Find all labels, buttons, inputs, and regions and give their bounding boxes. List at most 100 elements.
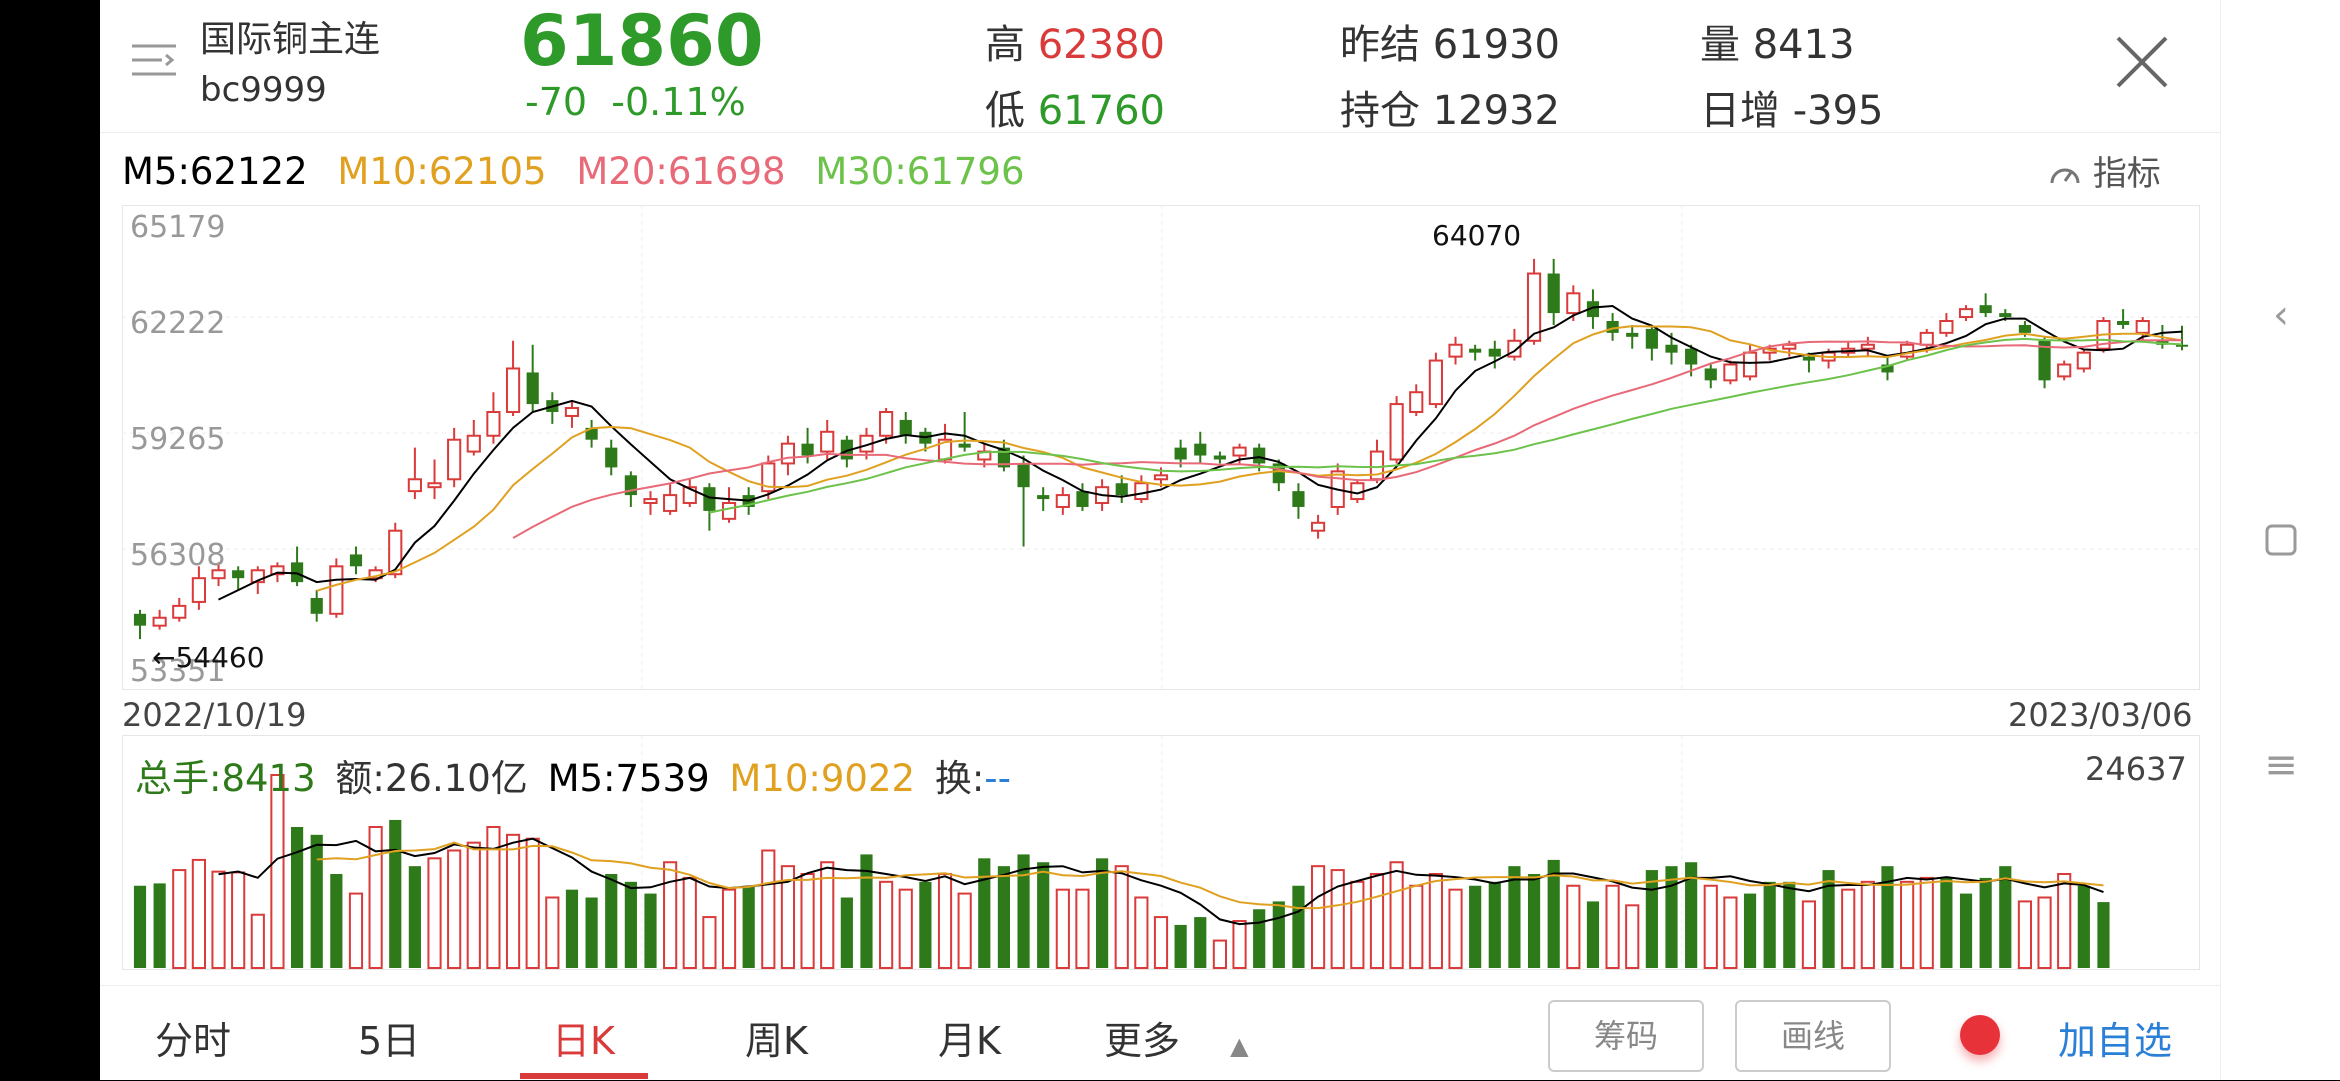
tab-monthly-k[interactable]: 月K xyxy=(938,1019,1001,1063)
high-label: 高 xyxy=(985,22,1025,68)
candle-body-down xyxy=(1626,332,1639,337)
volume-bar-up xyxy=(505,833,521,969)
candle-body-down xyxy=(605,447,618,468)
y-tick-label: 53351 xyxy=(130,654,225,689)
y-tick-label: 65179 xyxy=(130,210,225,245)
volume-bar-down xyxy=(1469,885,1482,968)
candle-body-up xyxy=(1723,363,1738,382)
candle-body-up xyxy=(1448,343,1463,358)
volume-bar-down xyxy=(310,834,323,968)
indicator-button[interactable]: 指标 xyxy=(2048,146,2161,195)
volume-bar-down xyxy=(1174,924,1187,968)
tab-more[interactable]: 更多 ▲ xyxy=(1104,1010,1249,1065)
candle-body-up xyxy=(1409,391,1424,414)
volume-bar-up xyxy=(702,916,717,970)
candle-body-up xyxy=(1153,474,1169,481)
volume-bar-up xyxy=(486,825,501,969)
candle-body-up xyxy=(486,411,501,437)
volume-bar-up xyxy=(1055,888,1070,969)
y-tick-label: 62222 xyxy=(130,306,225,341)
volume-bar-down xyxy=(1881,866,1894,968)
candle-body-down xyxy=(899,419,912,436)
candle-body-down xyxy=(1488,348,1501,357)
candle-body-up xyxy=(820,430,835,453)
volume-bar-down xyxy=(1253,909,1266,968)
add-watchlist-button[interactable]: 加自选 xyxy=(2058,1019,2173,1063)
symbol-name: 国际铜主连 xyxy=(200,19,381,60)
volume-bar-up xyxy=(1389,861,1404,969)
volume-bar-up xyxy=(191,858,206,969)
volume-legend: 总手:8413 额:26.10亿 M5:7539 M10:9022 换:-- xyxy=(135,748,1011,802)
volume-bar-up xyxy=(1625,904,1640,969)
tab-intraday[interactable]: 分时 xyxy=(155,1019,232,1063)
quote-header: 国际铜主连 bc9999 61860 -70 -0.11% 高 62380 低 … xyxy=(100,0,2220,134)
candle-body-up xyxy=(250,569,265,584)
volume-chart[interactable] xyxy=(122,735,2200,970)
candle-body-down xyxy=(1685,348,1698,365)
volume-bar-up xyxy=(250,913,265,970)
candle-body-down xyxy=(1076,491,1089,507)
candle-body-down xyxy=(1645,328,1658,349)
volume-label: 量 xyxy=(1700,22,1740,68)
ma10-value: M10:62105 xyxy=(337,150,547,193)
volume-bar-down xyxy=(1037,862,1050,968)
draw-line-button[interactable]: 画线 xyxy=(1735,1000,1891,1072)
turnover-rate-value: -- xyxy=(984,757,1011,800)
volume-bar-down xyxy=(1979,877,1992,968)
change-value: -70 xyxy=(525,80,588,124)
candle-body-down xyxy=(2175,344,2189,347)
open-interest-label: 持仓 xyxy=(1340,88,1420,134)
candle-body-down xyxy=(1979,305,1992,314)
volume-bar-up xyxy=(957,892,972,969)
ma5-value: M5:62122 xyxy=(122,150,308,193)
indicator-label: 指标 xyxy=(2092,154,2161,194)
system-nav-bar: ‹ ≡ xyxy=(2220,0,2340,1080)
close-icon[interactable] xyxy=(2110,30,2174,94)
volume-bar-up xyxy=(368,825,383,969)
volume-bar-down xyxy=(585,897,598,968)
tab-daily-k[interactable]: 日K xyxy=(552,1019,615,1063)
active-tab-indicator xyxy=(520,1073,648,1079)
volume-bar-up xyxy=(2017,900,2033,969)
volume-bar-down xyxy=(1665,866,1678,968)
volume-bar-down xyxy=(1743,893,1757,968)
prev-settle-value: 61930 xyxy=(1432,22,1560,68)
volume-bar-up xyxy=(1232,919,1247,970)
volume-bar-up xyxy=(525,837,540,969)
volume-bar-up xyxy=(1448,888,1463,969)
candle-body-down xyxy=(1881,364,1894,373)
record-dot-icon[interactable] xyxy=(1960,1015,2000,1055)
volume-bar-up xyxy=(1114,865,1129,969)
volume-bar-down xyxy=(1194,917,1207,968)
volume-bar-up xyxy=(1212,939,1227,970)
volume-bar-down xyxy=(997,866,1011,968)
volume-bar-up xyxy=(663,861,678,969)
volume-bar-down xyxy=(1508,866,1521,968)
list-menu-icon[interactable] xyxy=(130,40,178,80)
prev-settle-label: 昨结 xyxy=(1340,22,1420,68)
candle-body-up xyxy=(564,407,580,417)
candle-body-down xyxy=(1802,356,1816,361)
candle-body-up xyxy=(1566,292,1581,315)
volume-bar-up xyxy=(1369,872,1385,969)
volume-bar-up xyxy=(721,888,737,969)
volume-bar-up xyxy=(1860,880,1875,969)
candle-body-up xyxy=(1134,482,1149,501)
y-tick-label: 59265 xyxy=(130,422,225,457)
back-icon[interactable]: ‹ xyxy=(2273,292,2289,338)
recents-menu-icon[interactable]: ≡ xyxy=(2264,742,2298,788)
volume-bar-up xyxy=(1075,888,1090,969)
candle-body-down xyxy=(1253,447,1266,464)
tab-weekly-k[interactable]: 周K xyxy=(745,1019,808,1063)
candle-body-up xyxy=(505,367,521,414)
chips-button[interactable]: 筹码 xyxy=(1548,1000,1704,1072)
candle-body-down xyxy=(1194,443,1207,456)
volume-bar-down xyxy=(330,873,343,968)
candlestick-chart[interactable]: 65179 62222 59265 56308 53351 64070 ←54460 xyxy=(122,205,2200,690)
volume-bar-up xyxy=(898,888,913,969)
volume-bar-down xyxy=(1999,866,2012,968)
volume-ma10-line xyxy=(316,841,2104,910)
home-icon[interactable] xyxy=(2251,510,2311,570)
tab-5day[interactable]: 5日 xyxy=(358,1019,421,1063)
volume-bar-up xyxy=(1134,896,1149,970)
